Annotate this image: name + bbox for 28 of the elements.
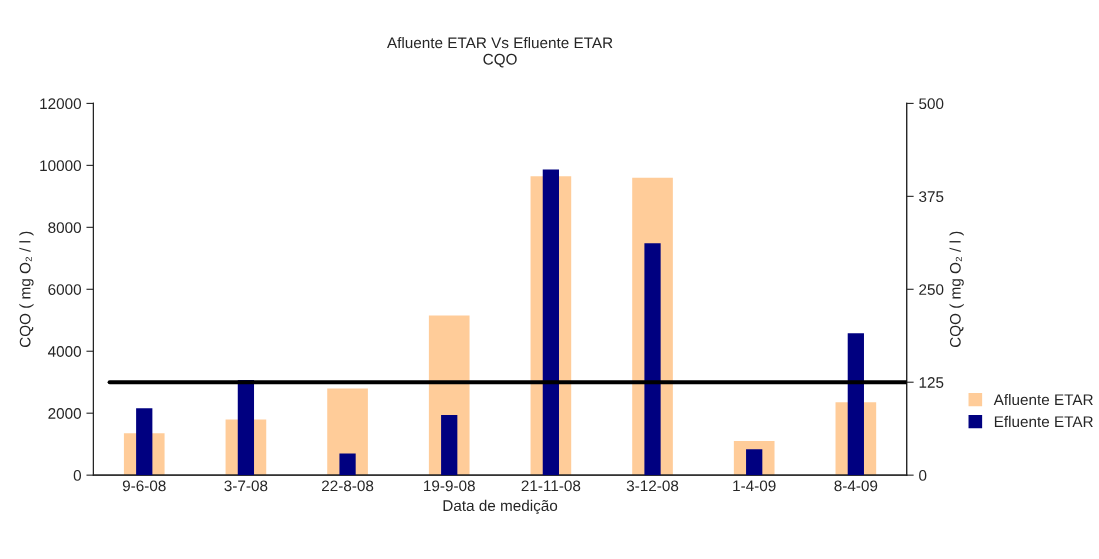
y-tick-label: 2000	[48, 408, 82, 419]
x-tick-label: 3-7-08	[224, 480, 268, 492]
legend-label: Efluente ETAR	[994, 415, 1093, 428]
x-axis-title: Data de medição	[443, 499, 558, 515]
legend-label: Afluente ETAR	[993, 393, 1093, 406]
bar	[339, 453, 356, 476]
y-tick-label: 0	[73, 470, 82, 481]
y2-tick-label: 0	[919, 470, 927, 481]
y-axis-title: CQO ( mg O₂ / l )	[19, 231, 34, 348]
y2-tick-label: 125	[919, 377, 944, 388]
y-tick-label: 4000	[47, 346, 82, 357]
y2-tick-label: 250	[919, 284, 944, 295]
x-tick-label: 3-12-08	[626, 480, 679, 492]
y-tick-label: 12000	[40, 98, 82, 110]
bar	[441, 414, 458, 476]
y2-tick-label: 500	[919, 98, 944, 110]
y-tick-label: 6000	[48, 284, 82, 295]
y2-axis-title: CQO ( mg O₂ / l )	[949, 231, 964, 348]
y2-tick-label: 375	[919, 191, 944, 203]
y-tick-label: 10000	[40, 160, 82, 172]
y-tick-label: 8000	[48, 222, 82, 234]
x-tick-label: 22-8-08	[322, 480, 374, 492]
x-tick-label: 9-6-08	[122, 480, 166, 492]
chart-title: Afluente ETAR Vs Efluente ETAR CQO	[387, 37, 613, 68]
x-tick-label: 19-9-08	[424, 480, 475, 492]
x-tick-label: 1-4-09	[733, 480, 776, 492]
x-tick-label: 8-4-09	[834, 480, 878, 492]
x-tick-label: 21-11-08	[521, 480, 581, 492]
